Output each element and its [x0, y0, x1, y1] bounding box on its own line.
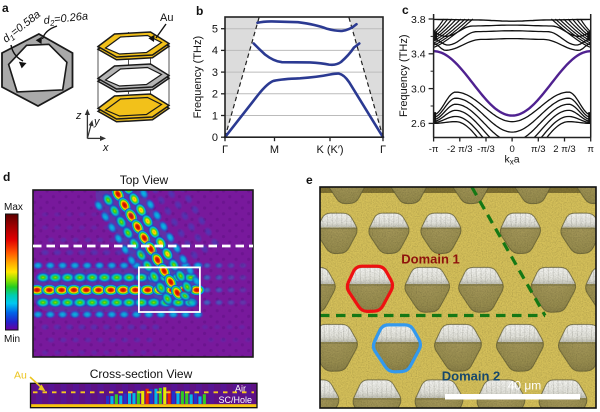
svg-text:y: y [93, 116, 101, 128]
svg-text:5: 5 [212, 24, 218, 36]
svg-text:Cross-section View: Cross-section View [90, 367, 193, 381]
svg-text:Frequency (THz): Frequency (THz) [192, 36, 204, 119]
svg-text:Frequency (THz): Frequency (THz) [398, 34, 410, 117]
svg-text:π: π [587, 144, 594, 155]
svg-text:0: 0 [509, 144, 514, 155]
svg-text:40 μm: 40 μm [508, 379, 542, 393]
svg-text:-π: -π [429, 144, 439, 155]
svg-text:Au: Au [14, 370, 27, 382]
svg-text:c: c [402, 3, 409, 17]
svg-text:Domain 2: Domain 2 [442, 369, 501, 384]
svg-text:Domain 1: Domain 1 [401, 252, 460, 267]
svg-text:e: e [306, 173, 313, 187]
svg-text:-π/3: -π/3 [477, 144, 495, 155]
svg-text:x: x [102, 142, 109, 154]
svg-text:3: 3 [212, 67, 218, 79]
svg-text:3.4: 3.4 [411, 49, 426, 61]
svg-text:Top View: Top View [120, 173, 169, 187]
svg-text:1: 1 [212, 110, 218, 122]
svg-text:b: b [196, 4, 203, 18]
svg-text:π/3: π/3 [531, 144, 545, 155]
svg-text:2.6: 2.6 [411, 118, 426, 130]
svg-text:SC/Hole: SC/Hole [218, 395, 252, 405]
svg-text:3.8: 3.8 [411, 14, 426, 26]
svg-text:kxa: kxa [505, 154, 520, 167]
svg-text:-2 π/3: -2 π/3 [447, 144, 473, 155]
svg-text:d2=0.26a: d2=0.26a [43, 10, 89, 28]
svg-text:K (K′): K (K′) [316, 144, 343, 156]
svg-text:M: M [270, 144, 279, 156]
svg-text:4: 4 [212, 45, 218, 57]
svg-text:Γ: Γ [222, 144, 228, 156]
svg-text:Γ: Γ [380, 144, 386, 156]
svg-text:3.0: 3.0 [411, 83, 426, 95]
svg-text:Air: Air [235, 383, 246, 393]
svg-text:d: d [3, 170, 10, 184]
svg-text:a: a [2, 1, 9, 15]
svg-text:0: 0 [212, 132, 218, 144]
svg-text:2 π/3: 2 π/3 [553, 144, 575, 155]
svg-text:2: 2 [212, 89, 218, 101]
svg-text:Min: Min [4, 334, 20, 345]
svg-text:Max: Max [4, 202, 23, 213]
svg-text:Au: Au [160, 12, 173, 24]
svg-text:z: z [75, 110, 82, 122]
